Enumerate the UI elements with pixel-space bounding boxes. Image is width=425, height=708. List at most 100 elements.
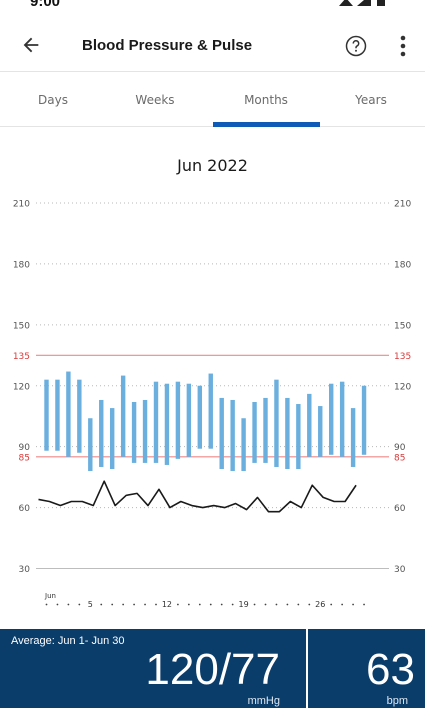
bp-bar <box>329 383 334 455</box>
bp-unit: mmHg <box>247 695 280 707</box>
y-tick-label-left: 30 <box>19 565 31 575</box>
y-tick-label-right: 180 <box>394 260 411 270</box>
x-day-dot <box>187 603 190 606</box>
bp-bar <box>44 379 49 451</box>
x-day-dot <box>155 603 157 606</box>
x-day-dot <box>177 603 179 606</box>
status-bar: 9:00 <box>0 0 425 14</box>
y-tick-label-left: 120 <box>13 382 30 392</box>
x-day-dot <box>286 603 289 606</box>
bp-bar <box>230 399 235 472</box>
chart-title: Jun 2022 <box>177 156 248 175</box>
threshold-label-right: 85 <box>394 453 405 463</box>
bp-bar <box>99 399 104 467</box>
x-day-dot <box>253 603 256 606</box>
bp-bar <box>307 393 312 457</box>
bp-pulse-chart[interactable]: 210 210 180 180 150 150 120 120 90 90 60 60 30 30 135 1… <box>0 185 425 625</box>
pulse-unit: bpm <box>386 695 408 707</box>
more-options-button[interactable] <box>390 32 416 60</box>
bp-bar <box>186 383 192 457</box>
bp-bar <box>339 381 345 457</box>
bp-bar <box>296 404 301 470</box>
status-time: 9:00 <box>30 0 61 10</box>
x-day-dot <box>220 603 223 606</box>
y-tick-label-right: 90 <box>394 443 406 453</box>
x-day-dot <box>78 603 81 606</box>
x-day-dot <box>45 603 48 606</box>
bp-bar <box>175 381 181 459</box>
bp-bar <box>120 375 126 457</box>
x-day-label: 12 <box>162 600 172 609</box>
y-tick-label-left: 210 <box>13 200 30 210</box>
bp-bar <box>274 379 279 467</box>
x-day-dot <box>122 603 125 606</box>
x-day-dot <box>275 603 278 606</box>
tab-months[interactable]: Months <box>244 93 288 107</box>
x-day-dot <box>133 603 136 606</box>
y-tick-label-right: 210 <box>394 200 411 210</box>
y-tick-label-right: 60 <box>394 504 406 514</box>
pulse-line <box>38 480 357 513</box>
bp-bar <box>219 397 224 470</box>
help-icon <box>345 35 367 57</box>
tab-years[interactable]: Years <box>355 93 387 107</box>
y-tick-label-right: 150 <box>394 321 411 331</box>
threshold-label-right: 135 <box>394 352 411 362</box>
threshold-label-left: 135 <box>13 352 30 362</box>
bp-average-value: 120/77 <box>145 645 280 694</box>
pulse-average-value: 63 <box>366 645 415 694</box>
bp-bar <box>131 401 137 463</box>
bp-bar <box>142 399 148 463</box>
bp-bar <box>88 418 93 472</box>
bp-bar <box>153 381 159 463</box>
x-day-dot <box>231 603 234 606</box>
x-day-label: 19 <box>239 600 249 609</box>
bp-bar <box>208 373 213 449</box>
bp-bar <box>318 406 323 457</box>
bp-bar <box>110 408 115 470</box>
x-day-label: 26 <box>315 600 325 609</box>
x-day-dot <box>209 603 212 606</box>
bp-bar <box>263 397 268 463</box>
x-day-dot <box>111 603 114 606</box>
x-day-dot <box>341 603 344 606</box>
y-tick-label-right: 30 <box>394 565 406 575</box>
x-day-dot <box>198 603 201 606</box>
active-tab-indicator <box>213 122 320 127</box>
tab-days[interactable]: Days <box>38 93 68 107</box>
bp-bar <box>164 383 170 465</box>
bp-bar <box>55 379 60 451</box>
more-vert-icon <box>400 35 406 57</box>
summary-divider <box>306 629 308 708</box>
x-day-dot <box>330 603 333 606</box>
bp-bar <box>252 401 257 463</box>
app-bar: Blood Pressure & Pulse <box>0 14 425 72</box>
page-title: Blood Pressure & Pulse <box>82 37 253 54</box>
back-button[interactable] <box>14 28 48 62</box>
bp-bar <box>77 379 82 453</box>
bp-bar <box>197 385 202 449</box>
y-tick-label-right: 120 <box>394 382 411 392</box>
x-day-dot <box>67 603 70 606</box>
y-tick-label-left: 90 <box>19 443 31 453</box>
y-tick-label-left: 180 <box>13 260 30 270</box>
x-day-dot <box>352 603 354 606</box>
x-day-label: 5 <box>88 600 93 609</box>
bp-bar <box>66 371 71 457</box>
x-day-dot <box>264 603 267 606</box>
x-day-dot <box>308 603 311 606</box>
x-day-dot <box>297 603 300 606</box>
tab-weeks[interactable]: Weeks <box>135 93 175 107</box>
bp-bar <box>241 418 246 472</box>
x-day-dot <box>56 603 59 606</box>
x-month-label: Jun <box>44 592 56 600</box>
x-day-dot <box>100 603 103 606</box>
y-tick-label-left: 60 <box>19 504 31 514</box>
average-summary: Average: Jun 1- Jun 30 120/77 mmHg 63 bp… <box>0 629 425 708</box>
x-day-dot <box>144 603 146 606</box>
signal-battery-icon <box>339 0 385 6</box>
period-tabs: Days Weeks Months Years <box>0 73 425 127</box>
bp-bar <box>361 385 367 455</box>
y-tick-label-left: 150 <box>13 321 30 331</box>
help-button[interactable] <box>342 32 370 60</box>
